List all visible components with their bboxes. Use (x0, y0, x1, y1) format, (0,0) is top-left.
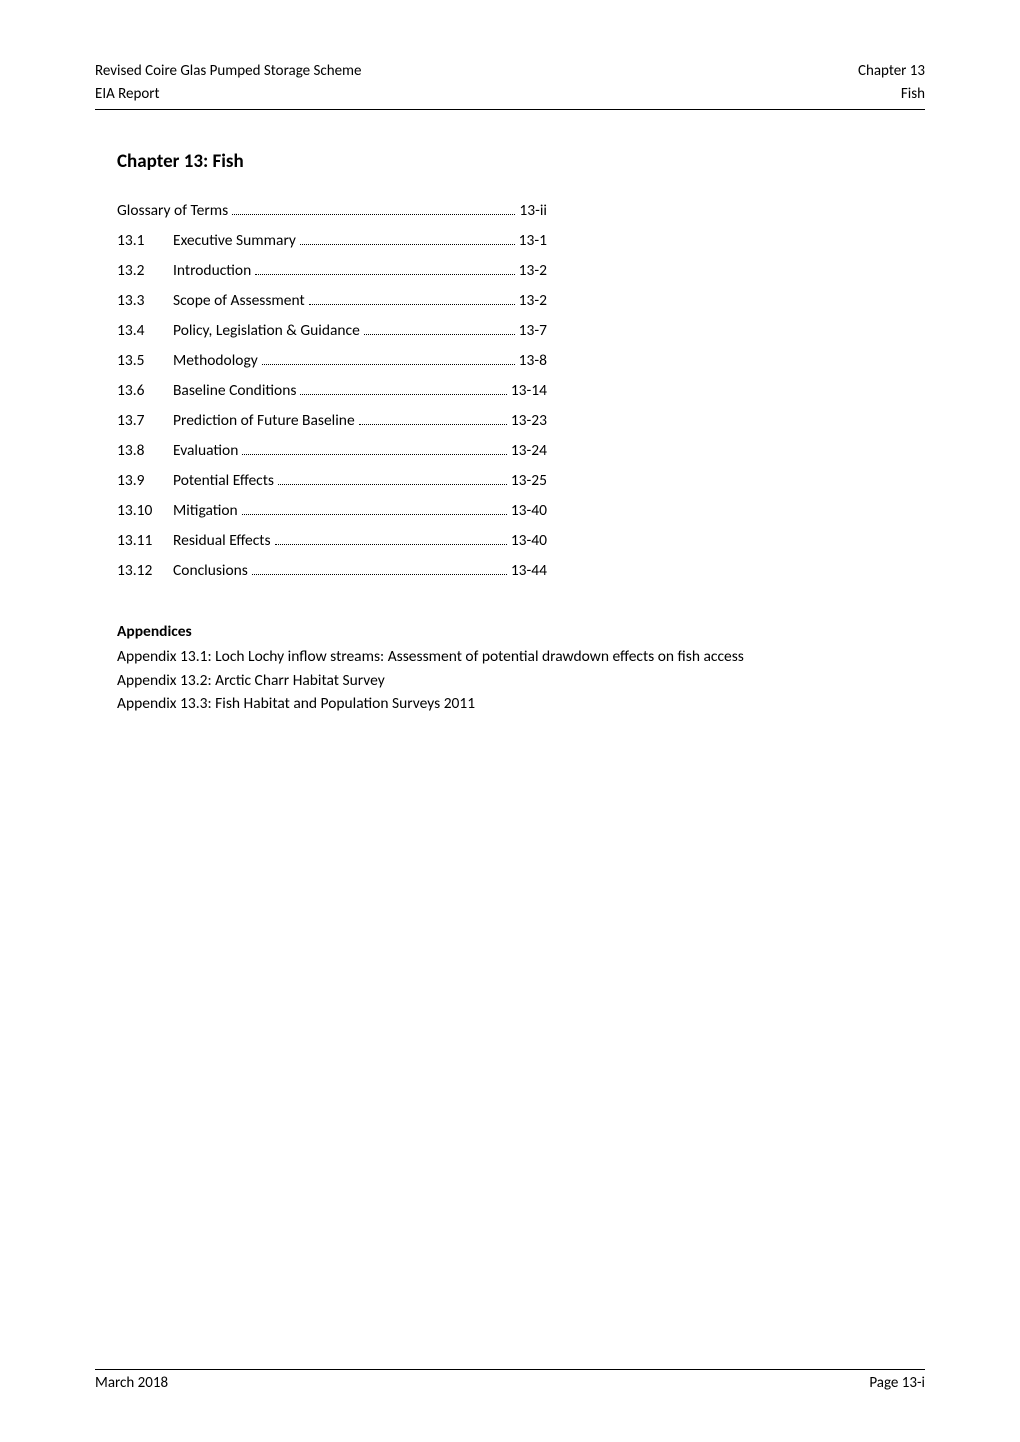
toc-number: 13.6 (117, 381, 173, 400)
toc-row: 13.7 Prediction of Future Baseline 13-23 (117, 411, 547, 430)
toc-page: 13-7 (519, 321, 547, 340)
toc-row: Glossary of Terms 13-ii (117, 201, 547, 220)
toc-leader (278, 484, 507, 485)
header-right: Chapter 13 Fish (858, 60, 925, 105)
appendices-section: Appendices Appendix 13.1: Loch Lochy inf… (117, 620, 925, 715)
toc-number: 13.11 (117, 531, 173, 550)
appendix-item: Appendix 13.1: Loch Lochy inflow streams… (117, 645, 925, 668)
header-left-line2: EIA Report (95, 83, 362, 106)
toc-label: Residual Effects (173, 531, 271, 550)
toc-label: Introduction (173, 261, 251, 280)
toc-number: 13.9 (117, 471, 173, 490)
toc-page: 13-25 (511, 471, 547, 490)
toc-number: 13.10 (117, 501, 173, 520)
toc-page: 13-24 (511, 441, 547, 460)
toc-label: Baseline Conditions (173, 381, 296, 400)
toc-row: 13.8 Evaluation 13-24 (117, 441, 547, 460)
header-right-line1: Chapter 13 (858, 60, 925, 83)
footer-left: March 2018 (95, 1374, 168, 1392)
toc-row: 13.12 Conclusions 13-44 (117, 561, 547, 580)
toc-row: 13.6 Baseline Conditions 13-14 (117, 381, 547, 400)
toc-number: 13.1 (117, 231, 173, 250)
toc-label: Conclusions (173, 561, 248, 580)
toc-page: 13-2 (519, 261, 547, 280)
toc-leader (232, 214, 515, 215)
toc-number: 13.7 (117, 411, 173, 430)
toc-page: 13-1 (519, 231, 547, 250)
toc-page: 13-40 (511, 531, 547, 550)
toc-page: 13-44 (511, 561, 547, 580)
toc-label: Executive Summary (173, 231, 296, 250)
toc-number: 13.4 (117, 321, 173, 340)
toc-label: Policy, Legislation & Guidance (173, 321, 360, 340)
chapter-title: Chapter 13: Fish (117, 150, 925, 173)
toc-label: Mitigation (173, 501, 238, 520)
toc-row: 13.11 Residual Effects 13-40 (117, 531, 547, 550)
toc-row: 13.4 Policy, Legislation & Guidance 13-7 (117, 321, 547, 340)
header-right-line2: Fish (858, 83, 925, 106)
toc-leader (300, 394, 506, 395)
toc-leader (252, 574, 507, 575)
toc-leader (275, 544, 507, 545)
toc-row: 13.9 Potential Effects 13-25 (117, 471, 547, 490)
toc-label: Evaluation (173, 441, 238, 460)
toc-leader (359, 424, 507, 425)
footer-right: Page 13-i (869, 1374, 925, 1392)
toc-label: Scope of Assessment (173, 291, 305, 310)
appendix-item: Appendix 13.3: Fish Habitat and Populati… (117, 692, 925, 715)
appendix-item: Appendix 13.2: Arctic Charr Habitat Surv… (117, 669, 925, 692)
toc-label: Prediction of Future Baseline (173, 411, 355, 430)
toc-label: Glossary of Terms (117, 201, 228, 220)
toc-page: 13-40 (511, 501, 547, 520)
toc-page: 13-14 (511, 381, 547, 400)
toc-page: 13-8 (519, 351, 547, 370)
toc-row: 13.5 Methodology 13-8 (117, 351, 547, 370)
toc-label: Potential Effects (173, 471, 274, 490)
header-left: Revised Coire Glas Pumped Storage Scheme… (95, 60, 362, 105)
toc-number: 13.12 (117, 561, 173, 580)
toc-leader (309, 304, 515, 305)
page-header: Revised Coire Glas Pumped Storage Scheme… (95, 60, 925, 110)
header-left-line1: Revised Coire Glas Pumped Storage Scheme (95, 60, 362, 83)
toc-page: 13-2 (519, 291, 547, 310)
toc-row: 13.3 Scope of Assessment 13-2 (117, 291, 547, 310)
table-of-contents: Glossary of Terms 13-ii 13.1 Executive S… (117, 201, 925, 580)
toc-leader (255, 274, 514, 275)
toc-number: 13.5 (117, 351, 173, 370)
toc-row: 13.1 Executive Summary 13-1 (117, 231, 547, 250)
toc-row: 13.10 Mitigation 13-40 (117, 501, 547, 520)
toc-leader (300, 244, 515, 245)
toc-label: Methodology (173, 351, 258, 370)
toc-page: 13-23 (511, 411, 547, 430)
toc-leader (242, 454, 506, 455)
toc-leader (242, 514, 507, 515)
toc-number: 13.2 (117, 261, 173, 280)
toc-number: 13.8 (117, 441, 173, 460)
toc-leader (364, 334, 515, 335)
page-footer: March 2018 Page 13-i (95, 1369, 925, 1392)
toc-page: 13-ii (519, 201, 547, 220)
toc-leader (262, 364, 515, 365)
appendices-title: Appendices (117, 620, 925, 643)
toc-row: 13.2 Introduction 13-2 (117, 261, 547, 280)
toc-number: 13.3 (117, 291, 173, 310)
